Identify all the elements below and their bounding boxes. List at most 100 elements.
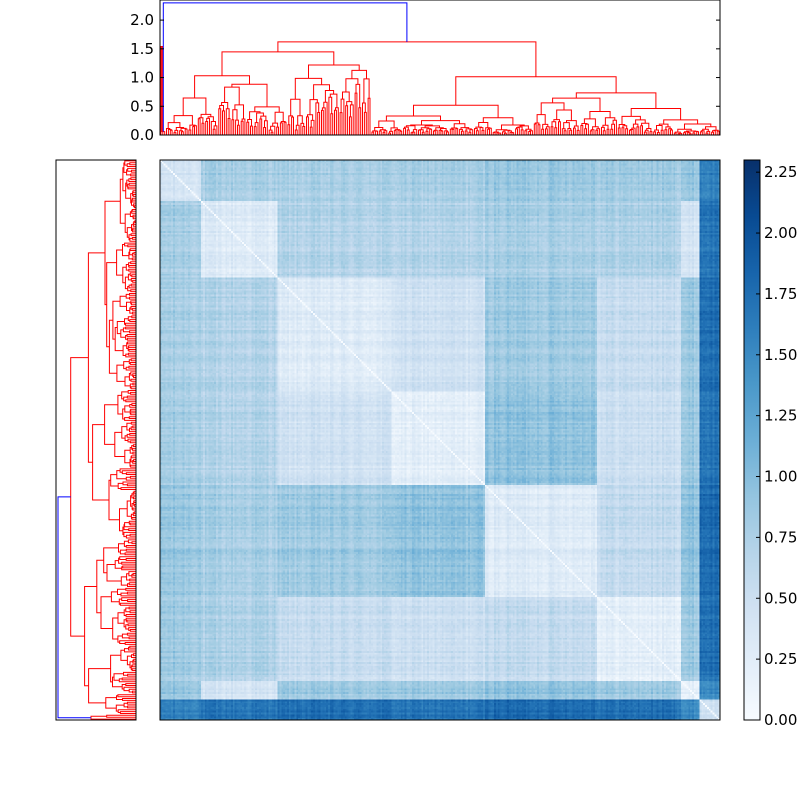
dendrogram-link bbox=[537, 124, 541, 135]
dendrogram-link bbox=[378, 130, 382, 135]
dendrogram-link bbox=[302, 126, 306, 135]
dendrogram-link bbox=[334, 109, 337, 135]
dendrogram-link bbox=[131, 315, 136, 319]
dendrogram-link bbox=[345, 105, 349, 135]
dendrogram-link bbox=[716, 130, 720, 135]
dendrogram-link bbox=[114, 327, 124, 352]
dendrogram-link bbox=[131, 307, 136, 311]
dendrogram-link bbox=[128, 636, 136, 640]
dendrogram-link bbox=[110, 591, 120, 603]
top-dendrogram-y-tick-label: 0.0 bbox=[130, 126, 154, 144]
dendrogram-link bbox=[276, 126, 279, 135]
dendrogram-link bbox=[104, 404, 118, 445]
dendrogram-link bbox=[126, 395, 136, 399]
dendrogram-link bbox=[188, 129, 192, 135]
dendrogram-link bbox=[129, 440, 136, 444]
dendrogram-link bbox=[128, 606, 136, 610]
dendrogram-link bbox=[131, 664, 136, 668]
dendrogram-link bbox=[162, 2, 408, 132]
dendrogram-link bbox=[212, 128, 216, 135]
dendrogram-link bbox=[240, 120, 244, 135]
dendrogram-link bbox=[455, 76, 617, 106]
dendrogram-link bbox=[545, 128, 548, 135]
dendrogram-link bbox=[129, 475, 136, 479]
dendrogram-link bbox=[291, 116, 294, 135]
dendrogram-link bbox=[455, 128, 459, 135]
dendrogram-link bbox=[563, 130, 567, 135]
dendrogram-link bbox=[552, 97, 601, 112]
dendrogram-link bbox=[205, 121, 209, 135]
dendrogram-link bbox=[130, 386, 136, 390]
dendrogram-link bbox=[317, 112, 321, 135]
dendrogram-link bbox=[126, 334, 136, 337]
dendrogram-link bbox=[121, 426, 127, 439]
left-dendrogram-links bbox=[57, 160, 136, 720]
dendrogram-link bbox=[87, 252, 105, 463]
dendrogram-link bbox=[131, 237, 136, 240]
dendrogram-link bbox=[399, 130, 403, 135]
dendrogram-link bbox=[580, 125, 584, 135]
dendrogram-link bbox=[222, 110, 225, 135]
dendrogram-link bbox=[130, 378, 136, 382]
top-dendrogram-y-axis: 0.0 0.5 1.0 1.5 2.0 bbox=[130, 11, 720, 144]
dendrogram-link bbox=[125, 683, 136, 686]
top-dendrogram-links bbox=[160, 2, 720, 135]
dendrogram-link bbox=[487, 128, 490, 135]
dendrogram-link bbox=[515, 128, 518, 135]
dendrogram-link bbox=[129, 522, 136, 526]
dendrogram-link bbox=[290, 98, 301, 116]
dendrogram-link bbox=[313, 84, 330, 100]
dendrogram-link bbox=[128, 582, 136, 586]
dendrogram-link bbox=[124, 552, 136, 556]
dendrogram-link bbox=[279, 122, 283, 135]
dendrogram-link bbox=[358, 107, 362, 135]
dendrogram-link bbox=[106, 714, 136, 718]
dendrogram-link bbox=[569, 129, 573, 135]
dendrogram-link bbox=[621, 127, 625, 135]
dendrogram-link bbox=[610, 128, 614, 135]
dendrogram-link bbox=[57, 496, 91, 719]
dendrogram-link bbox=[321, 109, 324, 135]
dendrogram-link bbox=[127, 341, 136, 345]
dendrogram-link bbox=[375, 130, 378, 135]
dendrogram-link bbox=[129, 645, 136, 649]
colorbar-tick-label: 0.25 bbox=[764, 650, 797, 668]
dendrogram-link bbox=[119, 602, 136, 606]
dendrogram-link bbox=[475, 130, 479, 135]
colorbar-tick-label: 2.00 bbox=[764, 224, 797, 242]
dendrogram-link bbox=[122, 698, 136, 701]
dendrogram-link bbox=[349, 116, 352, 135]
dendrogram-link bbox=[589, 130, 593, 135]
dendrogram-link bbox=[573, 127, 576, 135]
dendrogram-link bbox=[126, 483, 136, 487]
dendrogram-link bbox=[533, 123, 537, 135]
colorbar-tick-label: 2.25 bbox=[764, 163, 797, 181]
top-dendrogram-y-tick-label: 1.5 bbox=[130, 40, 154, 58]
dendrogram-link bbox=[126, 632, 136, 636]
dendrogram-link bbox=[566, 120, 577, 126]
dendrogram-link bbox=[131, 541, 136, 545]
dendrogram-link bbox=[621, 115, 641, 125]
dendrogram-link bbox=[129, 629, 136, 632]
dendrogram-link bbox=[128, 365, 136, 369]
dendrogram-link bbox=[663, 119, 699, 125]
dendrogram-link bbox=[351, 69, 367, 79]
dendrogram-link bbox=[629, 129, 632, 135]
dendrogram-link bbox=[126, 619, 136, 623]
dendrogram-link bbox=[130, 233, 136, 237]
dendrogram-link bbox=[640, 125, 643, 135]
colorbar-tick-label: 0.00 bbox=[764, 711, 797, 729]
dendrogram-link bbox=[309, 126, 313, 135]
dendrogram-link bbox=[595, 129, 599, 135]
dendrogram-link bbox=[131, 274, 136, 278]
dendrogram-link bbox=[130, 283, 136, 287]
dendrogram-link bbox=[129, 610, 136, 614]
dendrogram-link bbox=[617, 127, 621, 135]
dendrogram-link bbox=[128, 345, 136, 349]
dendrogram-link bbox=[125, 548, 136, 552]
colorbar-tick-label: 1.75 bbox=[764, 285, 797, 303]
top-dendrogram-y-tick-label: 2.0 bbox=[130, 11, 154, 29]
dendrogram-link bbox=[126, 337, 136, 341]
dendrogram-link bbox=[129, 433, 136, 436]
dendrogram-link bbox=[124, 449, 131, 464]
